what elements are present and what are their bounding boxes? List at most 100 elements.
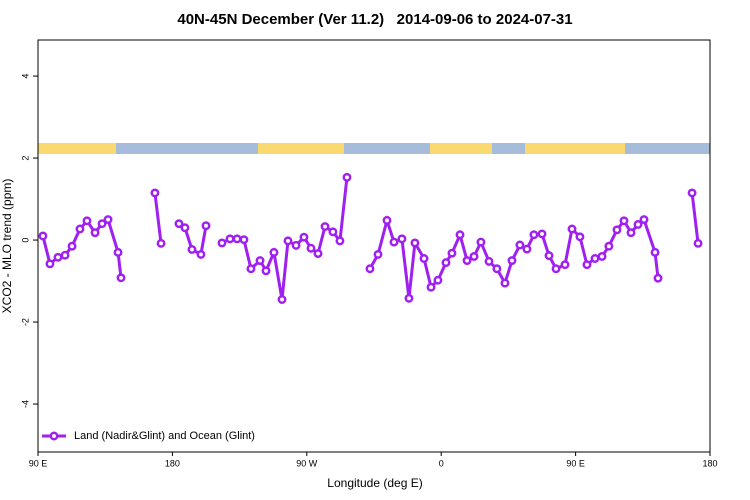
data-point [653,273,663,283]
data-point [306,243,316,253]
land-ocean-strip [38,143,710,154]
data-point [103,215,113,225]
data-point [342,172,352,182]
data-point [180,223,190,233]
data-point [60,250,70,260]
data-point [462,256,472,266]
data-point [500,278,510,288]
chart-title: 40N-45N December (Ver 11.2) 2014-09-06 t… [177,11,572,28]
data-point [365,264,375,274]
data-line [368,215,660,299]
data-point [515,240,525,250]
data-point [590,254,600,263]
data-point [639,215,649,225]
data-point [476,237,486,247]
data-point [551,264,561,274]
y-tick-label: -4 [20,400,30,408]
x-tick-label: 90 E [29,458,48,468]
data-point [604,241,614,251]
data-point [299,232,309,242]
data-point [269,247,279,257]
data-point [113,247,123,257]
data-point [582,260,592,270]
data-point [239,235,249,245]
data-point [522,244,532,254]
plot-frame [37,39,711,453]
data-point [492,264,502,274]
data-point [291,240,301,250]
data-point [404,293,414,303]
data-point [225,234,235,244]
data-point [693,238,703,248]
data-point [320,222,330,231]
data-point [455,230,465,240]
x-tick-label: 0 [439,458,444,468]
data-point [232,234,242,244]
y-tick-label: 2 [20,156,30,161]
data-point [53,252,63,262]
y-tick-label: 0 [20,238,30,243]
data-point [156,238,166,248]
data-point [433,275,443,285]
legend-label: Land (Nadir&Glint) and Ocean (Glint) [74,430,255,442]
data-point [174,219,184,229]
data-point [507,256,517,266]
data-point [82,216,92,226]
data-line [153,192,163,244]
data-point [687,188,697,198]
data-point [201,221,211,231]
x-tick-label: 90 E [566,458,585,468]
data-point [313,249,323,259]
data-point [419,254,429,263]
data-point [90,228,100,238]
data-point [283,236,293,246]
data-point [196,249,206,259]
data-point [575,232,585,242]
data-point [633,220,643,229]
y-tick-label: -2 [20,318,30,326]
data-point [217,238,227,248]
data-point [426,282,436,292]
x-tick-label: 90 W [296,458,318,468]
data-point [626,228,636,238]
data-point [255,256,265,266]
data-point [97,219,107,229]
data-point [335,236,345,246]
legend-marker [49,431,59,441]
data-point [246,264,256,274]
data-point [328,227,338,237]
data-point [529,230,539,240]
data-point [150,188,160,198]
data-point [619,216,629,226]
data-point [597,252,607,261]
data-point [67,241,77,251]
data-point [544,251,554,261]
data-point [441,258,451,268]
data-point [187,245,197,254]
data-point [397,234,407,244]
data-point [537,229,547,239]
data-point [447,248,457,258]
x-tick-label: 180 [165,458,180,468]
data-point [650,247,660,257]
data-point [484,256,494,266]
data-line [690,192,700,244]
data-point [277,295,287,304]
data-point [612,225,622,235]
data-point [38,231,48,241]
y-axis-label: XCO2 - MLO trend (ppm) [0,179,14,314]
data-point [261,266,271,276]
data-point [389,237,399,247]
y-tick-label: 4 [20,74,30,79]
data-point [382,215,392,225]
data-point [116,273,126,283]
data-point [373,249,383,259]
data-point [75,224,85,234]
data-point [560,260,570,270]
data-point [567,224,577,234]
data-point [410,238,420,248]
x-tick-label: 180 [702,458,717,468]
data-point [469,252,479,261]
